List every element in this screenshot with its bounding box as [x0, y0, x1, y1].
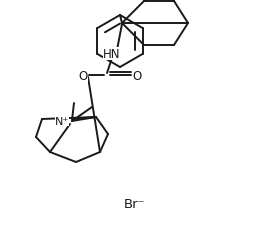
Text: O: O: [132, 69, 142, 82]
Text: Br⁻: Br⁻: [124, 198, 146, 211]
Text: HN: HN: [103, 47, 121, 60]
Text: O: O: [78, 69, 88, 82]
Text: N⁺: N⁺: [55, 116, 69, 126]
